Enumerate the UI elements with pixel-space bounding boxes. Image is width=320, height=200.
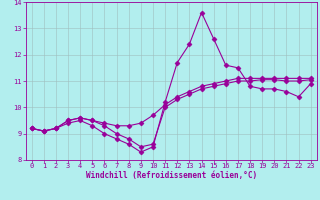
X-axis label: Windchill (Refroidissement éolien,°C): Windchill (Refroidissement éolien,°C) (86, 171, 257, 180)
